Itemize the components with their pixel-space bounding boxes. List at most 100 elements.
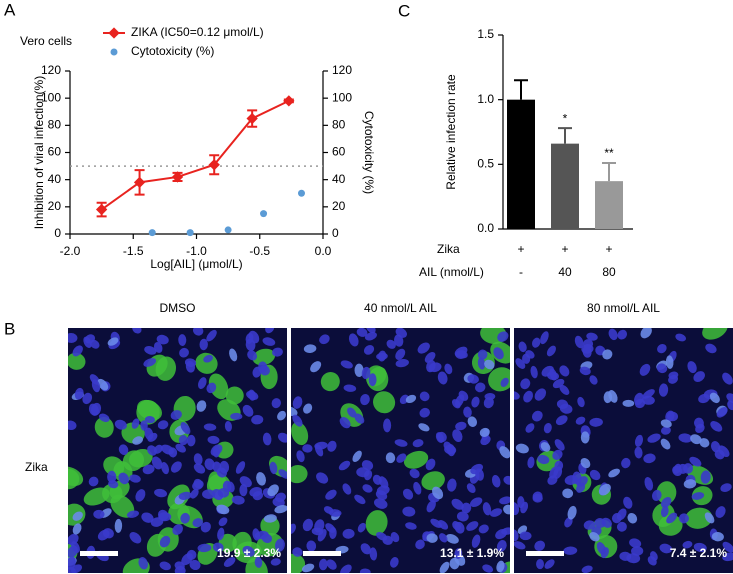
nucleus <box>217 527 225 541</box>
nucleus <box>722 372 733 385</box>
data-point <box>208 159 220 171</box>
nucleus <box>710 441 721 453</box>
nucleus <box>178 435 188 446</box>
nucleus <box>412 439 424 448</box>
nucleus <box>503 504 510 515</box>
table-cell: + <box>561 242 568 256</box>
nucleus <box>478 524 489 534</box>
nucleus <box>186 434 196 447</box>
nucleus <box>693 542 707 553</box>
nucleus <box>727 400 733 411</box>
nucleus <box>303 344 317 354</box>
nucleus <box>68 420 77 431</box>
nucleus <box>452 429 463 443</box>
nucleus <box>180 512 190 524</box>
nucleus <box>88 476 99 487</box>
nucleus <box>82 392 93 405</box>
nucleus <box>514 502 520 516</box>
nucleus <box>496 540 507 552</box>
nucleus <box>342 483 352 495</box>
nucleus <box>159 561 171 571</box>
nucleus <box>352 450 362 462</box>
nucleus <box>245 338 256 352</box>
nucleus <box>666 512 678 524</box>
nucleus <box>199 338 208 351</box>
nucleus <box>640 328 652 339</box>
legend-label: ZIKA (IC50=0.12 μmol/L) <box>131 25 264 39</box>
nucleus <box>263 514 277 523</box>
nucleus <box>216 467 228 478</box>
nucleus <box>634 392 644 406</box>
nucleus <box>185 360 196 373</box>
nucleus <box>634 446 643 459</box>
nucleus <box>170 461 182 473</box>
nucleus <box>644 477 654 491</box>
y-tick-label: 1.0 <box>477 92 494 106</box>
nucleus <box>141 512 154 523</box>
infected-cell <box>252 348 276 366</box>
nucleus <box>579 366 591 376</box>
nucleus <box>160 461 169 475</box>
nucleus <box>144 415 155 424</box>
nucleus <box>360 543 372 555</box>
nucleus <box>580 431 590 444</box>
y2-tick-label: 80 <box>332 118 346 132</box>
nucleus <box>383 418 392 433</box>
nucleus <box>574 335 584 349</box>
infected-cell <box>155 356 176 381</box>
nucleus <box>715 506 726 518</box>
nucleus <box>722 541 733 553</box>
image-annotation: 7.4 ± 2.1% <box>670 546 728 560</box>
nucleus <box>419 407 430 418</box>
nucleus <box>269 461 278 475</box>
legend-marker <box>110 48 118 56</box>
nucleus <box>527 456 535 469</box>
nucleus <box>292 547 303 557</box>
nucleus <box>217 488 230 498</box>
bar <box>551 143 579 229</box>
nucleus <box>540 442 551 452</box>
nucleus <box>118 444 129 456</box>
nucleus <box>161 444 174 455</box>
nucleus <box>562 488 574 499</box>
nucleus <box>159 535 171 548</box>
micrograph: 13.1 ± 1.9% <box>291 328 510 573</box>
x-axis-label: Log[AIL] (μmol/L) <box>150 257 242 271</box>
nucleus <box>368 373 377 387</box>
data-line <box>101 99 290 211</box>
y-tick-label: 40 <box>48 172 62 186</box>
nucleus <box>212 446 220 458</box>
nucleus <box>84 334 96 344</box>
nucleus <box>672 465 683 477</box>
nucleus <box>178 334 187 346</box>
nucleus <box>642 389 655 399</box>
micrograph: 19.9 ± 2.3% <box>68 328 287 573</box>
nucleus <box>151 456 163 470</box>
nucleus <box>564 516 573 528</box>
nucleus <box>549 466 559 479</box>
nucleus <box>203 423 217 431</box>
nucleus <box>726 393 733 404</box>
nucleus <box>227 481 235 493</box>
nucleus <box>251 415 264 425</box>
y2-tick-label: 120 <box>332 63 352 77</box>
nucleus <box>98 413 110 423</box>
infected-cell <box>702 328 728 340</box>
nucleus <box>552 449 563 460</box>
infected-cell <box>291 465 308 484</box>
table-cell: + <box>517 242 524 256</box>
nucleus <box>639 363 651 376</box>
nucleus <box>503 475 510 485</box>
nucleus <box>179 347 189 358</box>
nucleus <box>709 392 720 404</box>
y-tick-label: 0.0 <box>477 221 494 235</box>
nucleus <box>378 350 387 362</box>
nucleus <box>583 520 596 530</box>
bar <box>595 181 623 229</box>
nucleus <box>687 361 697 374</box>
nucleus <box>270 558 281 566</box>
nucleus <box>484 392 496 401</box>
nucleus <box>501 527 510 535</box>
nucleus <box>439 561 450 573</box>
nucleus <box>147 432 158 442</box>
